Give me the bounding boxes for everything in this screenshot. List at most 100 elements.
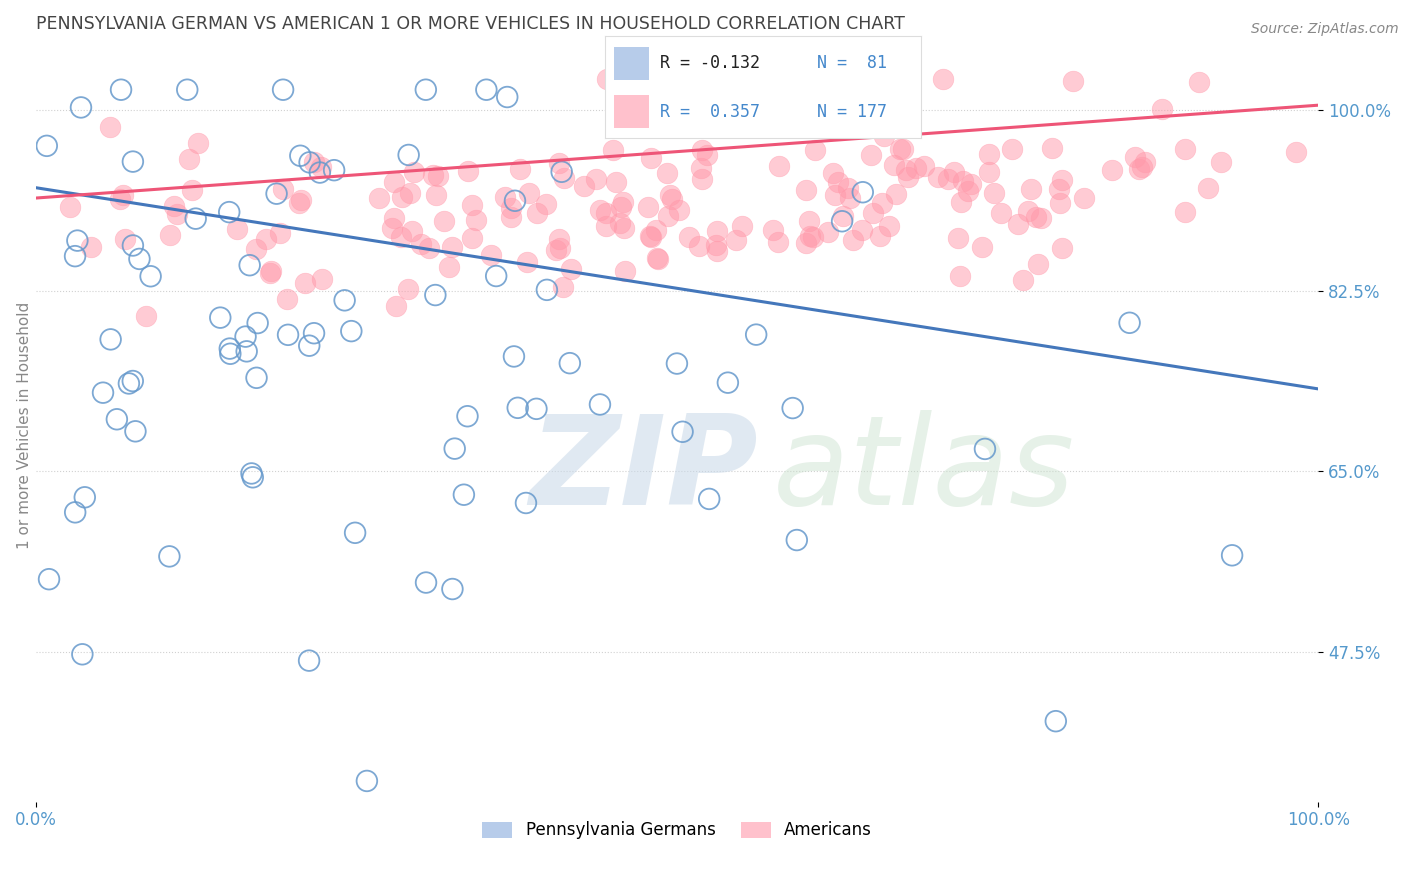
Point [942, 165, 965, 179]
Point [166, 207, 188, 221]
Point [1049, 195, 1071, 210]
Point [1045, 714, 1067, 729]
Point [1197, 180, 1219, 194]
Point [526, 206, 548, 220]
Point [401, 224, 423, 238]
Point [1188, 75, 1211, 89]
Point [1220, 549, 1243, 563]
Point [889, 142, 911, 156]
Point [163, 199, 186, 213]
Point [302, 326, 325, 341]
Point [731, 219, 754, 233]
Point [1001, 142, 1024, 156]
Point [1040, 141, 1063, 155]
Point [766, 235, 789, 250]
Point [181, 183, 204, 197]
Point [298, 339, 321, 353]
Point [595, 219, 617, 233]
Point [536, 196, 558, 211]
Point [1118, 316, 1140, 330]
Point [128, 252, 150, 266]
Text: atlas: atlas [773, 409, 1076, 531]
Point [260, 263, 283, 277]
Point [157, 549, 180, 564]
Point [425, 288, 447, 302]
Point [558, 356, 581, 370]
Point [612, 195, 634, 210]
Point [391, 190, 413, 204]
Point [415, 83, 437, 97]
Point [465, 213, 488, 227]
Point [1029, 211, 1052, 225]
Point [63, 505, 86, 519]
Point [389, 230, 412, 244]
Point [139, 269, 162, 284]
Point [862, 206, 884, 220]
Point [124, 425, 146, 439]
Point [485, 268, 508, 283]
Point [235, 329, 257, 343]
Point [179, 153, 201, 167]
Point [657, 209, 679, 223]
Point [640, 151, 662, 165]
Point [418, 241, 440, 255]
Text: R =  0.357: R = 0.357 [659, 103, 759, 120]
Point [589, 397, 612, 411]
Point [1130, 160, 1153, 174]
Point [496, 90, 519, 104]
Point [588, 203, 610, 218]
Point [952, 173, 974, 187]
Point [661, 192, 683, 206]
Point [659, 188, 682, 202]
Point [860, 148, 883, 162]
Point [977, 147, 1000, 161]
Point [381, 220, 404, 235]
Point [396, 283, 419, 297]
Legend: Pennsylvania Germans, Americans: Pennsylvania Germans, Americans [475, 814, 879, 846]
Point [904, 161, 927, 175]
Point [461, 198, 484, 212]
Point [838, 191, 860, 205]
Point [110, 83, 132, 97]
Point [690, 143, 713, 157]
Point [690, 172, 713, 186]
Point [271, 83, 294, 97]
Point [1073, 191, 1095, 205]
Point [475, 83, 498, 97]
Point [668, 202, 690, 217]
Point [240, 467, 263, 481]
Point [1101, 163, 1123, 178]
Text: N = 177: N = 177 [817, 103, 887, 120]
Point [516, 255, 538, 269]
Point [553, 171, 575, 186]
Point [949, 194, 972, 209]
Point [479, 247, 502, 261]
Point [883, 158, 905, 172]
Point [725, 233, 748, 247]
Y-axis label: 1 or more Vehicles in Household: 1 or more Vehicles in Household [17, 301, 32, 549]
Point [572, 178, 595, 193]
Point [824, 188, 846, 202]
Point [768, 159, 790, 173]
Point [595, 205, 617, 219]
Point [544, 244, 567, 258]
Point [453, 488, 475, 502]
Point [645, 251, 668, 265]
Point [956, 184, 979, 198]
Text: Source: ZipAtlas.com: Source: ZipAtlas.com [1251, 22, 1399, 37]
Point [745, 327, 768, 342]
Point [1017, 204, 1039, 219]
Point [891, 142, 914, 156]
Point [873, 129, 896, 144]
Point [851, 223, 873, 237]
Point [870, 196, 893, 211]
Text: N =  81: N = 81 [817, 54, 887, 72]
Point [717, 376, 740, 390]
Point [912, 160, 935, 174]
Point [38, 572, 60, 586]
Point [298, 155, 321, 169]
Point [706, 244, 728, 259]
Point [209, 310, 232, 325]
Point [977, 165, 1000, 179]
Point [184, 211, 207, 226]
